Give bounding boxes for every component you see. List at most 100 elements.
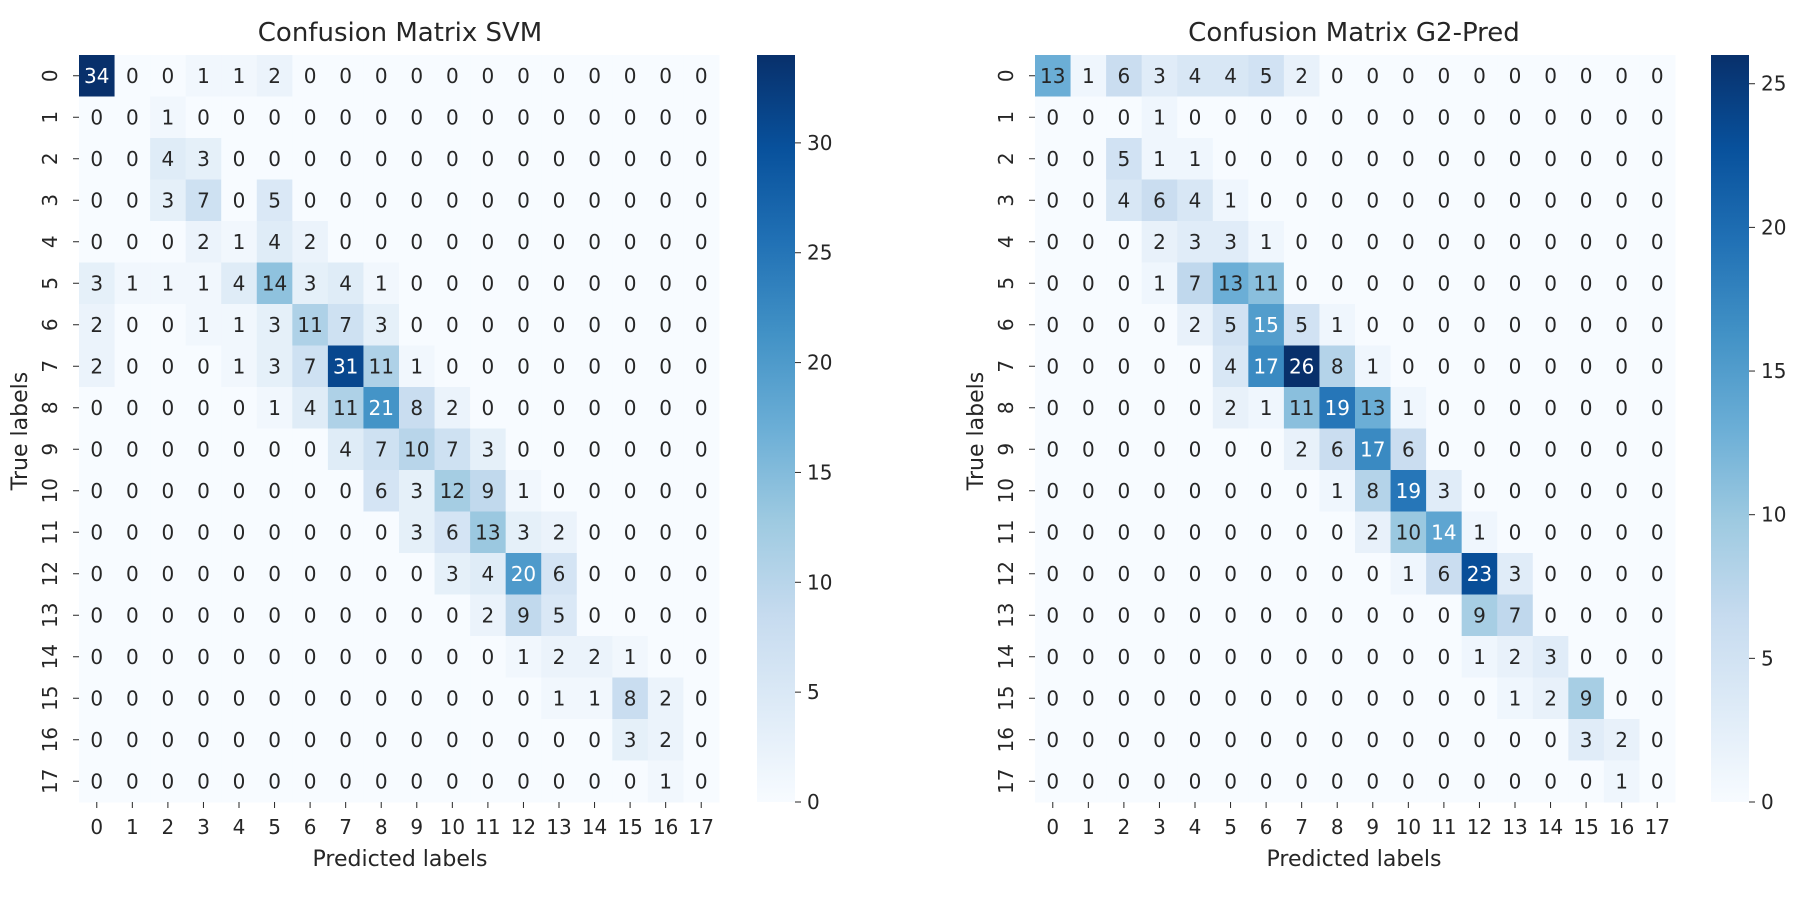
heatmap-cell [1248,345,1285,388]
cell-value-label: 11 [1289,396,1314,420]
cell-value-label: 0 [588,147,601,171]
heatmap-cell [1603,138,1640,180]
heatmap-cell [327,719,364,761]
heatmap-cell [541,138,578,180]
heatmap-cell [1461,221,1498,263]
cell-value-label: 0 [1189,728,1202,752]
cell-value-label: 1 [1153,105,1166,129]
cell-value-label: 0 [1153,520,1166,544]
y-tick-label: 10 [38,478,62,503]
heatmap-cell [221,221,258,263]
heatmap-cell [434,511,471,554]
heatmap-cell [256,179,293,222]
heatmap-cell [1319,511,1356,554]
heatmap-cell [470,138,507,180]
heatmap-cell [327,96,364,139]
cell-value-label: 0 [1580,769,1593,793]
heatmap-cell [150,511,187,554]
heatmap-cell [1319,677,1356,720]
heatmap-cell [505,221,542,263]
heatmap-cell [221,345,258,388]
heatmap-cell [1461,677,1498,720]
heatmap-cell [647,345,684,388]
cell-value-label: 0 [1580,188,1593,212]
cell-value-label: 0 [1189,769,1202,793]
cell-value-label: 0 [588,479,601,503]
cell-value-label: 0 [233,105,246,129]
cell-value-label: 2 [197,230,210,254]
cell-value-label: 0 [1189,354,1202,378]
heatmap-cell [1639,262,1676,305]
heatmap-cell [1532,760,1569,803]
cell-value-label: 0 [1331,105,1344,129]
heatmap-cell [1319,719,1356,761]
heatmap-cell [434,553,471,595]
cell-value-label: 0 [1438,728,1451,752]
cell-value-label: 0 [197,437,210,461]
heatmap-cell [1035,55,1072,97]
cell-value-label: 0 [1473,479,1486,503]
cell-value-label: 0 [695,271,708,295]
heatmap-cell [363,677,400,720]
cell-value-label: 0 [1402,64,1415,88]
heatmap-cell [1426,470,1463,512]
cell-value-label: 0 [90,188,103,212]
cell-value-label: 0 [410,188,423,212]
heatmap-cell [1603,345,1640,388]
cell-value-label: 1 [1153,147,1166,171]
heatmap-cell [1603,760,1640,803]
cell-value-label: 1 [1509,686,1522,710]
heatmap-cell [1639,636,1676,678]
heatmap-cell [1390,636,1427,678]
cell-value-label: 0 [1118,105,1131,129]
cell-value-label: 0 [233,188,246,212]
heatmap-cell [185,511,222,554]
cell-value-label: 0 [1082,313,1095,337]
x-tick-label: 9 [1366,815,1379,839]
cell-value-label: 1 [233,313,246,337]
heatmap-cell [79,511,116,554]
heatmap-cell [1461,387,1498,429]
heatmap-cell [150,428,187,471]
heatmap-cell [1426,96,1463,139]
cell-value-label: 0 [624,147,637,171]
cell-value-label: 0 [1153,769,1166,793]
cell-value-label: 0 [553,769,566,793]
cell-value-label: 0 [1046,520,1059,544]
cell-value-label: 1 [1153,271,1166,295]
cell-value-label: 0 [482,230,495,254]
heatmap-cell [505,594,542,637]
heatmap-cell [470,636,507,678]
heatmap-cell [363,138,400,180]
heatmap-cell [612,262,649,305]
cell-value-label: 0 [197,728,210,752]
heatmap-cell [1035,636,1072,678]
heatmap-cell [470,470,507,512]
cell-value-label: 0 [1580,479,1593,503]
heatmap-cell [1497,760,1534,803]
heatmap-cell [1319,636,1356,678]
cell-value-label: 0 [1544,147,1557,171]
cell-value-label: 0 [339,230,352,254]
cell-value-label: 0 [1118,520,1131,544]
cell-value-label: 0 [1509,230,1522,254]
heatmap-cell [1035,138,1072,180]
cell-value-label: 3 [624,728,637,752]
heatmap-cell [612,511,649,554]
heatmap-cell [612,677,649,720]
heatmap-cell [1177,594,1214,637]
cell-value-label: 0 [268,147,281,171]
cell-value-label: 4 [304,396,317,420]
heatmap-cell [327,428,364,471]
heatmap-cell [505,138,542,180]
heatmap-cell [79,55,116,97]
heatmap-cell [1532,719,1569,761]
heatmap-cell [1390,594,1427,637]
cell-value-label: 0 [1580,313,1593,337]
cell-value-label: 0 [1331,64,1344,88]
heatmap-cell [150,345,187,388]
heatmap-cell [647,387,684,429]
cell-value-label: 0 [446,769,459,793]
heatmap-cell [1319,594,1356,637]
heatmap-cell [683,636,720,678]
